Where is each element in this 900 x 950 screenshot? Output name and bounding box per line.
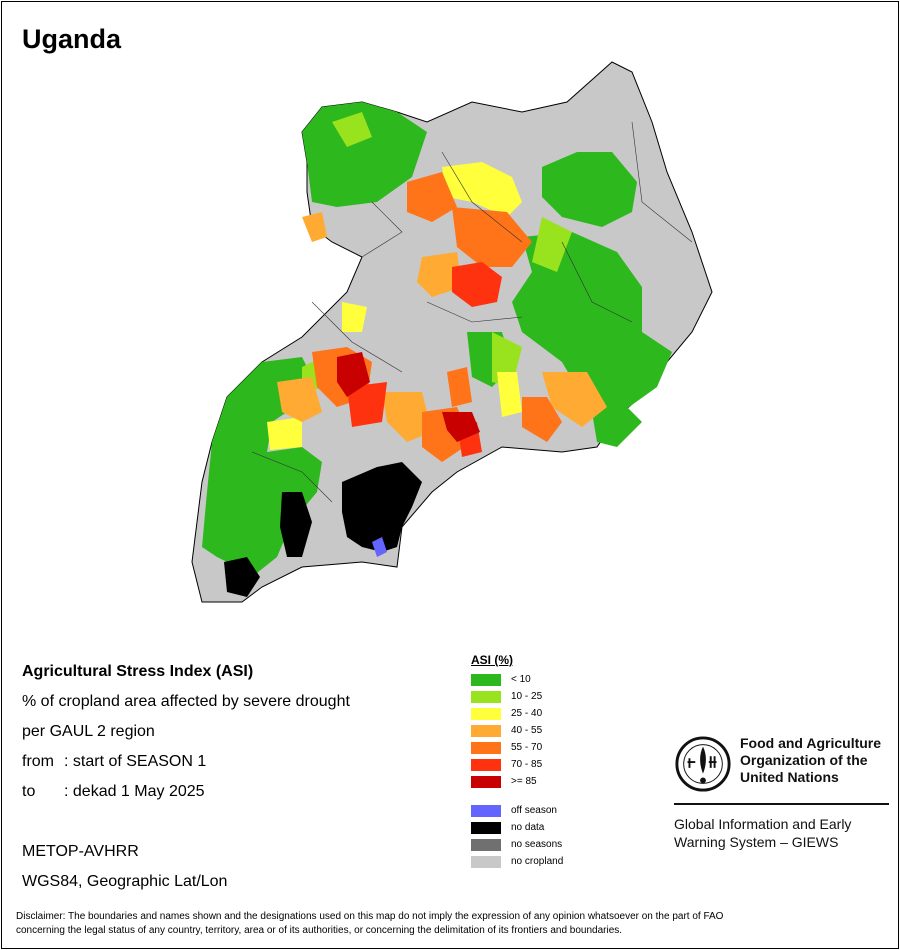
legend-item: 40 - 55 [471,722,563,739]
legend-item: 10 - 25 [471,688,563,705]
legend-label: no seasons [511,839,563,850]
zone-55-70-central [452,207,532,267]
index-region-level: per GAUL 2 region [22,723,155,740]
legend-swatch [471,707,501,720]
legend-item: off season [471,802,563,819]
period-from: from : start of SEASON 1 [22,747,350,777]
period-to: to : dekad 1 May 2025 [22,777,350,807]
fao-org-line: Organization of the [740,752,868,768]
fao-logo-icon [675,736,731,792]
legend-label: 55 - 70 [511,742,543,753]
zone-lt10-northwest [302,102,427,207]
legend-item: no data [471,819,563,836]
zone-nodata-southwest [224,557,260,597]
zone-ge85-south [442,412,480,442]
uganda-asi-map [191,61,713,603]
legend-swatch [471,741,501,754]
zone-40-55-east [542,372,607,427]
zone-25-40-west [267,417,302,450]
zone-55-70-east [522,397,562,442]
zone-10-25-north [332,112,372,147]
zone-25-40-center [342,302,367,332]
zone-40-55-central [417,252,462,297]
legend-swatch [471,673,501,686]
zone-70-85-central [452,262,502,307]
disclaimer: Disclaimer: The boundaries and names sho… [16,910,886,938]
zone-55-70-north [407,172,457,222]
legend-item: 70 - 85 [471,756,563,773]
legend-label: off season [511,805,557,816]
legend-swatch [471,821,501,834]
giews-line: Global Information and Early [674,816,852,832]
legend-swatch [471,804,501,817]
legend-label: 25 - 40 [511,708,543,719]
disclaimer-line: concerning the legal status of any count… [16,925,623,936]
zone-ge85-west [337,352,370,397]
legend-label: 70 - 85 [511,759,543,770]
fao-org-line: United Nations [740,769,839,785]
legend-swatch [471,758,501,771]
legend-label: < 10 [511,674,531,685]
zone-nodata-lake [342,462,422,552]
legend-swatch [471,775,501,788]
legend: ASI (%) < 10 10 - 25 25 - 40 40 - 55 55 … [471,653,563,870]
index-description: % of cropland area affected by severe dr… [22,693,350,710]
zone-70-85-west [347,382,387,427]
admin-boundaries [251,121,693,503]
period-from-key: from [22,753,54,770]
zone-lt10-eastlower [592,407,642,447]
zone-40-55-south [382,392,432,442]
legend-swatch [471,690,501,703]
zone-10-25-east [532,217,572,272]
legend-item: < 10 [471,671,563,688]
fao-org-name: Food and Agriculture Organization of the… [740,735,881,786]
legend-label: 40 - 55 [511,725,543,736]
divider [674,803,889,805]
legend-title: ASI (%) [471,653,513,667]
zone-40-55-southwest [277,377,322,422]
legend-item: 55 - 70 [471,739,563,756]
zone-55-70-eastcentral [447,367,472,407]
legend-item: no cropland [471,853,563,870]
map-info: Agricultural Stress Index (ASI) % of cro… [22,657,350,897]
legend-label: >= 85 [511,776,537,787]
legend-swatch [471,838,501,851]
zone-lt10-east [512,232,672,422]
zone-lt10-northeast [542,152,637,227]
legend-item: 25 - 40 [471,705,563,722]
period-from-value: : start of SEASON 1 [64,753,207,770]
country-title: Uganda [22,24,122,54]
legend-label: no data [511,822,545,833]
legend-swatch [471,724,501,737]
fao-branding: Food and Agriculture Organization of the… [674,735,890,851]
legend-label: no cropland [511,856,564,867]
giews-line: Warning System – GIEWS [674,834,839,850]
zone-25-40-north [442,162,522,217]
legend-label: 10 - 25 [511,691,543,702]
zone-offseason [372,537,387,557]
index-title: Agricultural Stress Index (ASI) [22,663,254,680]
disclaimer-line: Disclaimer: The boundaries and names sho… [16,911,724,922]
zone-25-40-east [497,372,522,417]
period-to-value: : dekad 1 May 2025 [64,783,205,800]
legend-item: no seasons [471,836,563,853]
legend-swatch [471,855,501,868]
zone-nodata-west [280,492,312,557]
sensor: METOP-AVHRR [22,843,139,860]
zone-40-55-northwest [302,212,327,242]
projection: WGS84, Geographic Lat/Lon [22,873,228,890]
fao-org-line: Food and Agriculture [740,735,882,751]
giews-name: Global Information and Early Warning Sys… [674,815,890,851]
legend-item: >= 85 [471,773,563,790]
period-to-key: to [22,783,36,800]
